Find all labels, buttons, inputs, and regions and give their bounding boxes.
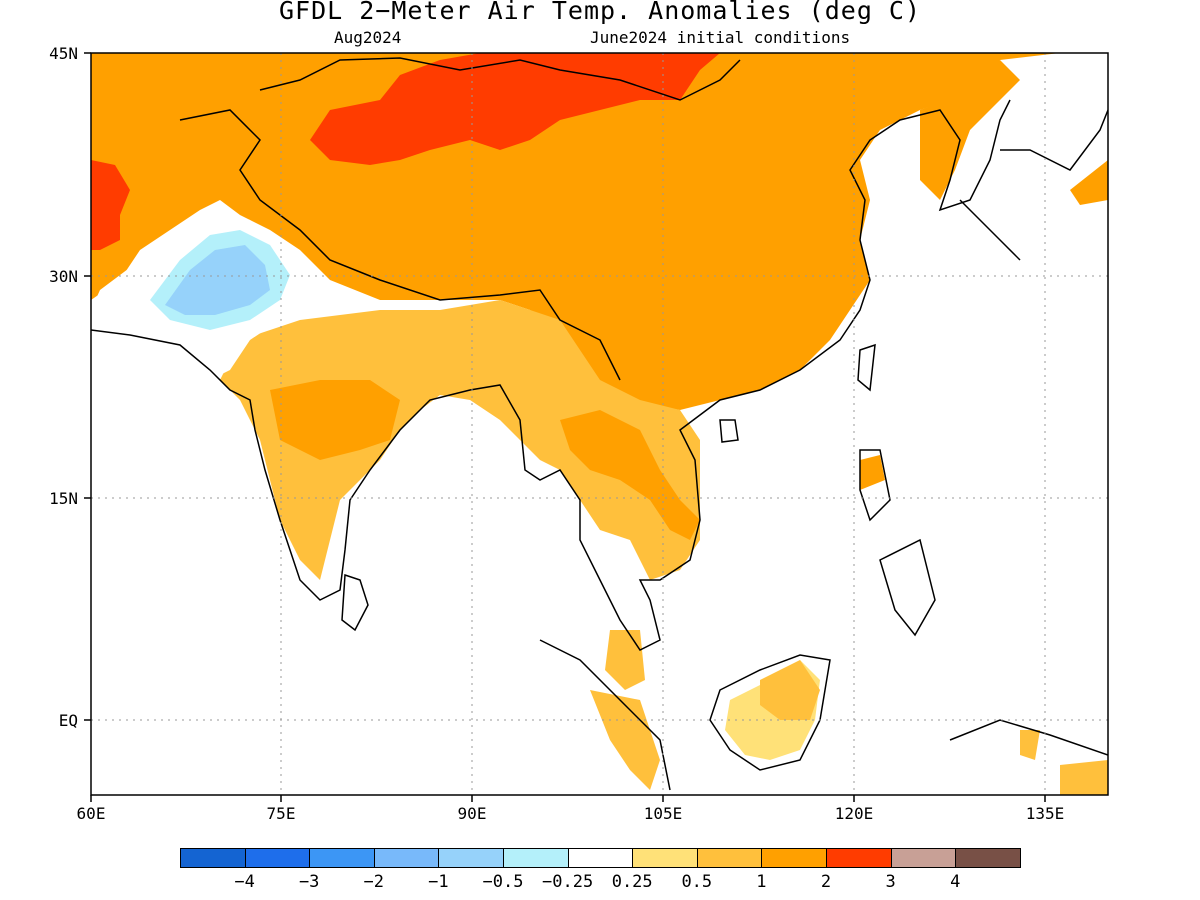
chart-title: GFDL 2−Meter Air Temp. Anomalies (deg C) bbox=[278, 0, 922, 25]
colorbar-swatch-12 bbox=[955, 848, 1021, 868]
colorbar-label-6: 0.25 bbox=[611, 872, 653, 892]
colorbar-swatch-0 bbox=[180, 848, 246, 868]
initial-conditions-label: June2024 initial conditions bbox=[590, 28, 851, 47]
colorbar-swatch-9 bbox=[761, 848, 827, 868]
lon-label-120e: 120E bbox=[834, 804, 874, 823]
colorbar-label-10: 3 bbox=[885, 872, 896, 892]
colorbar-label-5: −0.25 bbox=[542, 872, 594, 892]
colorbar-swatch-10 bbox=[826, 848, 892, 868]
colorbar-swatch-7 bbox=[632, 848, 698, 868]
colorbar-swatch-2 bbox=[309, 848, 375, 868]
colorbar-label-7: 0.5 bbox=[681, 872, 713, 892]
colorbar-label-11: 4 bbox=[950, 872, 961, 892]
colorbar-label-8: 1 bbox=[756, 872, 767, 892]
colorbar-swatch-1 bbox=[244, 848, 311, 868]
map-frame bbox=[90, 52, 1109, 796]
valid-month-label: Aug2024 bbox=[334, 28, 402, 47]
colorbar-label-2: −2 bbox=[363, 872, 385, 892]
colorbar-swatch-8 bbox=[696, 848, 763, 868]
colorbar-label-0: −4 bbox=[234, 872, 255, 892]
lon-label-135e: 135E bbox=[1025, 804, 1065, 823]
lon-label-105e: 105E bbox=[643, 804, 683, 823]
colorbar-label-9: 2 bbox=[820, 872, 832, 892]
axis-ticks bbox=[84, 52, 1046, 802]
colorbar-label-4: −0.5 bbox=[482, 872, 524, 892]
colorbar-swatch-5 bbox=[503, 848, 569, 868]
lon-label-90e: 90E bbox=[457, 804, 487, 823]
map-plot-area bbox=[91, 53, 1108, 795]
colorbar-swatch-6 bbox=[567, 848, 634, 868]
colorbar-swatch-3 bbox=[373, 848, 440, 868]
colorbar-label-3: −1 bbox=[428, 872, 449, 892]
colorbar-swatch-4 bbox=[438, 848, 504, 868]
coastlines bbox=[91, 57, 1108, 791]
lat-label-30n: 30N bbox=[49, 267, 78, 286]
lat-label-45n: 45N bbox=[49, 44, 78, 63]
lat-label-15n: 15N bbox=[49, 489, 78, 508]
lon-label-60e: 60E bbox=[76, 804, 106, 823]
colorbar-label-1: −3 bbox=[298, 872, 320, 892]
lat-label-eq: EQ bbox=[58, 711, 78, 730]
graticule bbox=[91, 53, 1108, 795]
anomaly-shading bbox=[91, 53, 1108, 795]
lon-label-75e: 75E bbox=[266, 804, 296, 823]
colorbar-swatch-11 bbox=[890, 848, 957, 868]
